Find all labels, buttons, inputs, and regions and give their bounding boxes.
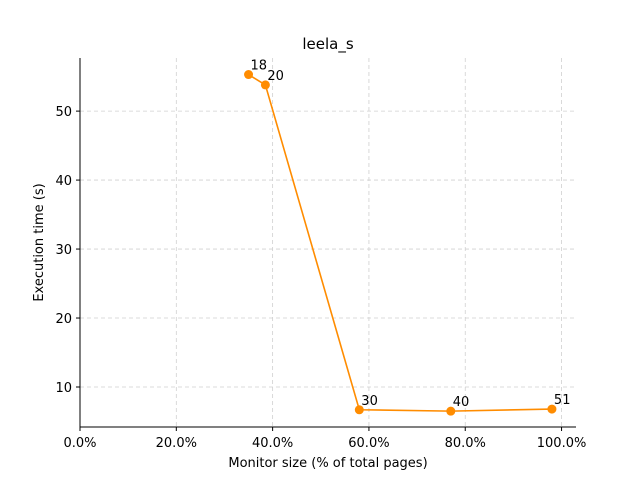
chart-title: leela_s (302, 35, 353, 54)
data-label: 40 (453, 395, 470, 410)
y-tick-label: 30 (55, 243, 72, 258)
x-tick-label: 60.0% (348, 436, 389, 451)
series-line (248, 73, 552, 412)
y-tick-label: 50 (55, 105, 72, 120)
data-point (354, 405, 364, 415)
x-tick-label: 40.0% (252, 436, 293, 451)
y-tick-label: 10 (55, 381, 72, 396)
x-ticks: 0.0% 20.0% 40.0% 60.0% 80.0% 100.0% (63, 427, 586, 451)
data-label: 30 (361, 394, 378, 409)
axes (79, 58, 576, 428)
y-tick-label: 20 (55, 312, 72, 327)
data-label: 51 (554, 393, 571, 408)
data-point (446, 406, 456, 416)
x-axis-label: Monitor size (% of total pages) (228, 456, 427, 471)
data-label: 20 (267, 69, 284, 84)
x-tick-label: 20.0% (156, 436, 197, 451)
data-label: 18 (251, 59, 268, 74)
data-point (244, 70, 254, 80)
x-tick-label: 80.0% (445, 436, 486, 451)
data-point (547, 404, 557, 414)
x-tick-label: 0.0% (63, 436, 96, 451)
y-tick-label: 40 (55, 174, 72, 189)
x-tick-label: 100.0% (537, 436, 587, 451)
data-point (260, 80, 270, 90)
y-ticks: 10 20 30 40 50 (55, 105, 80, 396)
grid (79, 58, 576, 427)
y-axis-label: Execution time (s) (32, 183, 47, 301)
